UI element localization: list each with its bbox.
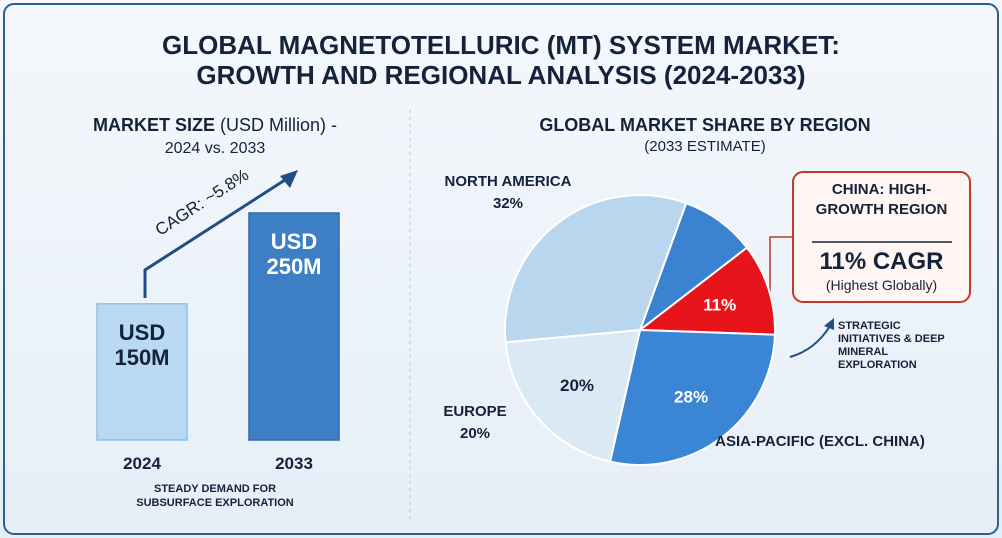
- title-line: GROWTH AND REGIONAL ANALYSIS (2024-2033): [196, 60, 806, 90]
- callout-box: [792, 171, 971, 303]
- bar-value-label: USD 150M: [114, 319, 170, 370]
- bar: [248, 212, 340, 441]
- bar-value-label: USD 250M: [266, 229, 322, 279]
- slice-percent: 32%: [493, 195, 523, 212]
- main-title: GLOBAL MAGNETOTELLURIC (MT) SYSTEM MARKE…: [100, 30, 902, 90]
- strategy-arrowhead: [824, 318, 834, 330]
- pie-heading: GLOBAL MARKET SHARE BY REGION (2033 ESTI…: [470, 114, 940, 158]
- slice-label: 11%: [703, 295, 736, 314]
- bar-period: 2024 vs. 2033: [164, 140, 266, 157]
- strategy-note: STRATEGIC INITIATIVES & DEEP MINERAL EXP…: [838, 320, 945, 371]
- slice-label: 28%: [674, 387, 708, 406]
- pie-slice: [608, 328, 776, 466]
- cagr-arrow: [143, 176, 289, 298]
- bar-note: STEADY DEMAND FOR SUBSURFACE EXPLORATION: [136, 483, 294, 509]
- callout-metric: 11% CAGR: [819, 248, 944, 275]
- slice-percent: 20%: [460, 425, 490, 442]
- callout-heading: CHINA: HIGH-GROWTH REGION: [815, 181, 948, 218]
- callout-connector: [769, 236, 793, 300]
- cagr-arrowhead: [280, 170, 298, 188]
- frame: [3, 3, 999, 535]
- bar-heading: MARKET SIZE (USD Million) - 2024 vs. 203…: [30, 114, 400, 160]
- slice-category: NORTH AMERICA: [445, 173, 572, 190]
- bar-subtitle: (USD Million) -: [220, 115, 338, 135]
- x-tick-label: 2024: [123, 454, 161, 473]
- callout-detail: (Highest Globally): [825, 277, 938, 293]
- pie-slice: [637, 246, 776, 336]
- cagr-label: CAGR: ~5.8%: [152, 165, 252, 239]
- pie-subtitle: (2033 ESTIMATE): [644, 138, 766, 155]
- bar-title: MARKET SIZE: [92, 115, 215, 135]
- x-tick-label: 2033: [275, 454, 313, 473]
- slice-label: 20%: [560, 376, 594, 395]
- pie-slice: [504, 328, 642, 463]
- strategy-arrow: [789, 325, 831, 358]
- title-line: GLOBAL MAGNETOTELLURIC (MT) SYSTEM MARKE…: [162, 30, 840, 60]
- bar: [96, 303, 188, 441]
- pie-slice: [504, 194, 688, 344]
- slice-category: EUROPE: [443, 403, 506, 420]
- pie-title: GLOBAL MARKET SHARE BY REGION: [539, 115, 871, 135]
- slice-category: ASIA-PACIFIC (EXCL. CHINA): [715, 433, 925, 450]
